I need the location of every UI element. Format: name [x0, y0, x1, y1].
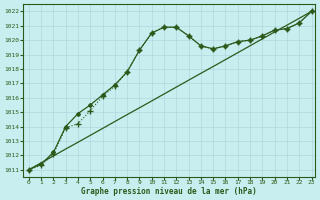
- X-axis label: Graphe pression niveau de la mer (hPa): Graphe pression niveau de la mer (hPa): [81, 187, 257, 196]
